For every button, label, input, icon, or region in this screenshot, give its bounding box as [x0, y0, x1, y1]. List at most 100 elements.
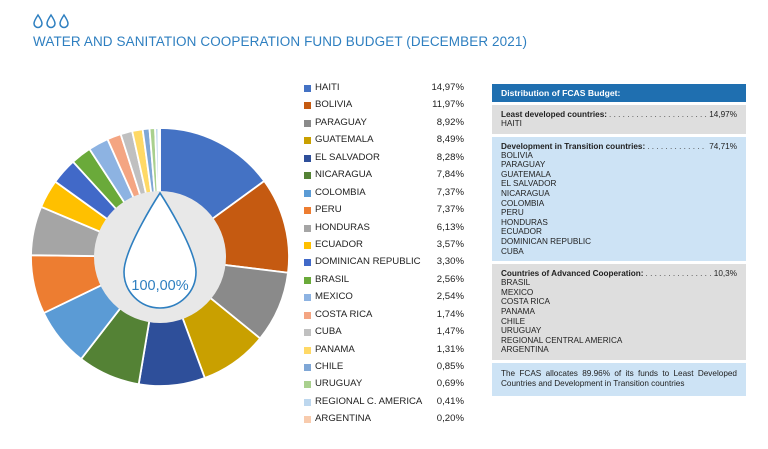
panel-section: Least developed countries: 14,97% HAITI	[492, 105, 746, 134]
legend-value: 6,13%	[436, 221, 464, 233]
legend-swatch	[304, 224, 311, 232]
section-country: PANAMA	[501, 306, 535, 316]
section-title: Development in Transition countries:	[501, 141, 646, 151]
legend-label: NICARAGUA	[315, 169, 373, 181]
section-percentage: 10,3%	[713, 269, 737, 279]
panel-title: Distribution of FCAS Budget:	[492, 84, 746, 102]
legend-value: 0,41%	[436, 395, 464, 407]
legend-item: URUGUAY 0,69%	[304, 377, 464, 394]
legend-swatch	[304, 154, 311, 162]
panel-note: The FCAS allocates 89.96% of its funds t…	[492, 362, 746, 396]
legend-swatch	[304, 172, 311, 180]
legend-item: HONDURAS 6,13%	[304, 221, 464, 238]
legend-item: DOMINICAN REPUBLIC 3,30%	[304, 255, 464, 272]
legend-label: CUBA	[315, 326, 342, 338]
legend-value: 3,57%	[436, 238, 464, 250]
legend-value: 7,84%	[436, 169, 464, 181]
legend-label: BRASIL	[315, 273, 350, 285]
section-heading: Countries of Advanced Cooperation: 10,3%	[501, 269, 737, 278]
legend-value: 2,56%	[436, 273, 464, 285]
leader-dots	[609, 110, 707, 119]
legend-value: 1,47%	[436, 326, 464, 338]
leader-dots	[647, 142, 707, 151]
legend-label: COSTA RICA	[315, 308, 373, 320]
section-country: CUBA	[501, 246, 524, 256]
legend-label: GUATEMALA	[315, 134, 374, 146]
legend-swatch	[304, 207, 311, 215]
legend-label: HONDURAS	[315, 221, 370, 233]
center-label: 100,00%	[131, 278, 188, 294]
legend-label: REGIONAL C. AMERICA	[315, 395, 423, 407]
section-country: PERU	[501, 208, 524, 218]
donut-chart: 100,00%	[30, 127, 290, 387]
legend-swatch	[304, 189, 311, 197]
section-heading: Development in Transition countries: 74,7…	[501, 142, 737, 151]
legend-label: EL SALVADOR	[315, 151, 380, 163]
section-country: CHILE	[501, 316, 526, 326]
section-country: HONDURAS	[501, 217, 548, 227]
legend-item: ECUADOR 3,57%	[304, 238, 464, 255]
legend-item: MEXICO 2,54%	[304, 290, 464, 307]
legend-value: 14,97%	[431, 82, 464, 93]
section-country: NICARAGUA	[501, 188, 550, 198]
legend-item: EL SALVADOR 8,28%	[304, 151, 464, 168]
legend-swatch	[304, 398, 311, 406]
section-country: ARGENTINA	[501, 345, 549, 355]
legend-swatch	[304, 137, 311, 145]
legend-item: COSTA RICA 1,74%	[304, 308, 464, 325]
legend-swatch	[304, 416, 311, 424]
legend-label: CHILE	[315, 361, 344, 372]
legend-value: 0,20%	[436, 413, 464, 425]
chart-legend: HAITI 14,97% BOLIVIA 11,97% PARAGUAY 8,92% GUA…	[304, 81, 464, 430]
legend-value: 8,28%	[436, 151, 464, 163]
legend-label: PANAMA	[315, 343, 355, 355]
legend-label: BOLIVIA	[315, 99, 353, 111]
section-title: Countries of Advanced Cooperation:	[501, 269, 644, 279]
legend-label: DOMINICAN REPUBLIC	[315, 256, 421, 268]
section-country: BOLIVIA	[501, 150, 533, 160]
water-drop-icon	[123, 191, 197, 309]
section-percentage: 74,71%	[709, 141, 737, 151]
legend-item: GUATEMALA 8,49%	[304, 133, 464, 150]
legend-swatch	[304, 294, 311, 302]
legend-value: 3,30%	[436, 256, 464, 268]
legend-item: NICARAGUA 7,84%	[304, 168, 464, 185]
legend-swatch	[304, 364, 311, 371]
section-country: REGIONAL CENTRAL AMERICA	[501, 335, 623, 345]
legend-swatch	[304, 241, 311, 249]
panel-section: Countries of Advanced Cooperation: 10,3% B…	[492, 264, 746, 360]
legend-swatch	[304, 102, 311, 110]
legend-label: PARAGUAY	[315, 116, 367, 128]
section-heading: Least developed countries: 14,97%	[501, 110, 737, 119]
legend-value: 2,54%	[436, 291, 464, 303]
legend-item: BRASIL 2,56%	[304, 273, 464, 290]
legend-item: COLOMBIA 7,37%	[304, 186, 464, 203]
section-country: HAITI	[501, 119, 522, 128]
legend-item: PARAGUAY 8,92%	[304, 116, 464, 133]
legend-value: 8,92%	[436, 116, 464, 128]
legend-label: URUGUAY	[315, 378, 363, 390]
legend-swatch	[304, 311, 311, 319]
legend-swatch	[304, 276, 311, 284]
legend-item: PANAMA 1,31%	[304, 343, 464, 360]
legend-swatch	[304, 381, 311, 389]
legend-item: CHILE 0,85%	[304, 360, 464, 377]
section-country: GUATEMALA	[501, 169, 551, 179]
legend-label: ECUADOR	[315, 238, 363, 250]
section-country: URUGUAY	[501, 326, 542, 336]
legend-item: PERU 7,37%	[304, 203, 464, 220]
legend-item: BOLIVIA 11,97%	[304, 98, 464, 115]
page-title: WATER AND SANITATION COOPERATION FUND BU…	[33, 34, 528, 49]
legend-value: 8,49%	[436, 134, 464, 146]
section-country: EL SALVADOR	[501, 179, 557, 189]
legend-value: 11,97%	[432, 99, 464, 111]
legend-swatch	[304, 259, 311, 267]
section-country: ECUADOR	[501, 227, 542, 237]
section-country: MEXICO	[501, 287, 534, 297]
legend-value: 1,31%	[436, 343, 464, 355]
legend-item: HAITI 14,97%	[304, 81, 464, 98]
section-country: BRASIL	[501, 278, 531, 288]
legend-item: CUBA 1,47%	[304, 325, 464, 342]
legend-swatch	[304, 119, 311, 127]
section-percentage: 14,97%	[709, 110, 737, 119]
